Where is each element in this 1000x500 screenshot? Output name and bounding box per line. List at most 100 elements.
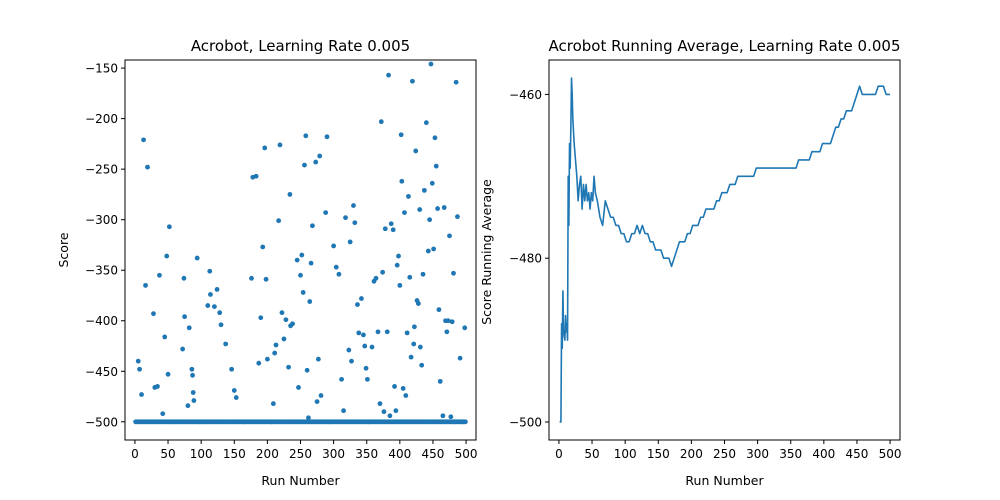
data-point: [214, 287, 220, 292]
data-point: [264, 356, 270, 362]
x-tick-label: 500: [455, 447, 478, 461]
data-point: [435, 206, 440, 211]
data-point: [336, 271, 342, 277]
scatter-y-axis-label: Score: [56, 232, 71, 267]
x-tick-label: 50: [160, 447, 175, 461]
data-point: [268, 419, 274, 425]
data-point: [260, 244, 266, 250]
data-point: [369, 344, 375, 350]
data-point: [281, 336, 287, 342]
data-point: [453, 79, 459, 85]
data-point: [433, 163, 439, 169]
data-point: [307, 299, 313, 304]
data-point: [233, 395, 239, 400]
running-average-line: [559, 77, 891, 423]
x-tick-label: 0: [555, 447, 563, 461]
data-point: [287, 192, 293, 197]
data-point: [382, 226, 388, 232]
y-tick-label: −460: [509, 88, 542, 102]
x-tick-label: 300: [746, 447, 769, 461]
data-point: [346, 347, 352, 353]
data-point: [412, 324, 417, 330]
data-point: [378, 119, 384, 125]
data-point: [384, 329, 390, 335]
y-tick-label: −500: [85, 415, 118, 429]
data-point: [386, 72, 391, 78]
data-point: [306, 415, 311, 421]
data-point: [462, 325, 468, 331]
data-point: [417, 344, 423, 350]
data-point: [308, 260, 314, 266]
data-point: [166, 224, 172, 230]
data-point: [294, 257, 300, 263]
data-point: [231, 388, 237, 393]
data-point: [191, 398, 197, 403]
data-point: [406, 194, 411, 199]
x-tick-label: 350: [355, 447, 378, 461]
data-point: [296, 385, 301, 390]
data-point: [208, 292, 213, 297]
data-point: [145, 164, 150, 170]
data-point: [313, 159, 319, 165]
data-point: [366, 419, 372, 425]
running-average-chart: Acrobot Running Average, Learning Rate 0…: [479, 37, 902, 488]
data-point: [400, 386, 406, 391]
data-point: [185, 403, 191, 409]
data-point: [356, 330, 362, 336]
data-point: [139, 392, 144, 397]
data-point: [375, 329, 381, 335]
data-point: [318, 393, 324, 398]
data-point: [141, 137, 146, 143]
data-point: [197, 419, 203, 425]
data-point: [449, 319, 455, 325]
line-y-axis-label: Score Running Average: [479, 179, 494, 325]
data-point: [286, 364, 291, 370]
data-point: [364, 376, 370, 382]
data-point: [407, 274, 413, 280]
data-point: [440, 413, 446, 419]
data-point: [165, 371, 171, 377]
data-point: [217, 310, 223, 316]
data-point: [317, 153, 323, 159]
data-point: [212, 304, 217, 309]
data-point: [160, 411, 166, 417]
data-point: [194, 255, 200, 261]
data-point: [256, 360, 262, 366]
line-chart-title: Acrobot Running Average, Learning Rate 0…: [549, 37, 901, 55]
data-point: [432, 135, 438, 141]
data-point: [428, 61, 434, 67]
data-point: [402, 210, 407, 216]
x-tick-label: 350: [779, 447, 802, 461]
x-tick-label: 400: [812, 447, 835, 461]
data-point: [190, 390, 196, 395]
data-point: [411, 341, 417, 347]
data-point: [315, 356, 321, 362]
y-tick-label: −350: [85, 264, 118, 278]
y-tick-label: −200: [85, 112, 118, 126]
data-point: [444, 329, 450, 335]
data-point: [135, 358, 141, 364]
data-point: [393, 408, 399, 414]
scatter-plot-area: [133, 61, 468, 425]
x-tick-label: 200: [680, 447, 703, 461]
data-point: [408, 354, 414, 360]
data-point: [333, 264, 339, 270]
x-tick-label: 150: [223, 447, 246, 461]
data-point: [223, 341, 229, 347]
data-point: [339, 376, 344, 382]
x-tick-label: 400: [388, 447, 411, 461]
data-point: [429, 180, 435, 186]
data-point: [279, 310, 285, 316]
data-point: [299, 252, 305, 258]
data-point: [413, 148, 419, 154]
data-point: [262, 145, 268, 151]
data-point: [403, 393, 409, 398]
data-point: [392, 384, 397, 389]
data-point: [397, 282, 403, 288]
x-tick-label: 150: [647, 447, 670, 461]
data-point: [273, 342, 279, 348]
data-point: [189, 366, 195, 372]
data-point: [398, 132, 404, 138]
